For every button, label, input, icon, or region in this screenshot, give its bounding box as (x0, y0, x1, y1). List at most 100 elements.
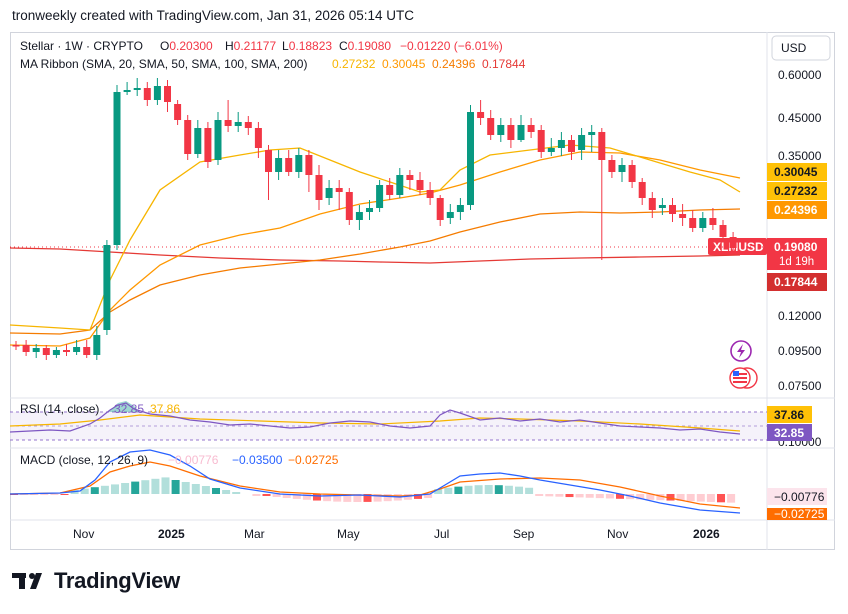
high-label: H0.21177 (225, 39, 276, 53)
candle-body (52, 350, 60, 355)
macd-hist-bar (50, 494, 59, 495)
candle-body (426, 190, 434, 198)
macd-signal-value: −0.02725 (288, 453, 339, 467)
ma200-line (9, 247, 741, 264)
macd-hist-bar (595, 494, 604, 499)
tag-ma20 (767, 182, 827, 200)
macd-hist-bar (161, 477, 170, 494)
lightning-glyph (737, 344, 745, 358)
macd-hist-bar (151, 478, 160, 494)
candle-body (103, 245, 111, 330)
candle-body (153, 86, 161, 100)
candle-body (315, 175, 323, 200)
candle-body (386, 185, 394, 195)
candle-body (63, 350, 70, 352)
macd-hist-bar (343, 494, 352, 502)
high-value: 0.21177 (234, 39, 277, 53)
change-value: −0.01220 (−6.01%) (400, 39, 503, 53)
candle-body (547, 148, 555, 152)
macd-hist-bar (302, 494, 311, 500)
tag-ma200-text: 0.17844 (774, 275, 818, 289)
candle-body (345, 192, 353, 220)
macd-hist-bar (656, 494, 665, 501)
rsi-value: 32.85 (114, 402, 144, 416)
candle-body (537, 130, 545, 152)
macd-hist-bar (555, 494, 564, 497)
macd-hist-bar (282, 494, 291, 498)
macd-hist-bar (636, 494, 645, 500)
candle-body (699, 218, 707, 228)
macd-hist-bar (90, 487, 99, 494)
macd-hist-bar (181, 482, 190, 494)
macd-hist-bar (40, 494, 49, 495)
candle-body (628, 165, 636, 182)
rsi-ma-tag (767, 406, 812, 423)
tag-last-price-text: 0.19080 (774, 240, 818, 254)
price-axis-label: 0.07500 (778, 379, 822, 393)
candle-body (658, 205, 666, 208)
candle-body (487, 118, 495, 135)
candle-body (174, 104, 182, 120)
macd-hist-bar (403, 494, 412, 500)
macd-hist-bar (565, 494, 574, 498)
macd-hist-bar (515, 486, 523, 494)
time-label: Nov (73, 527, 94, 541)
macd-hist-bar (333, 494, 342, 502)
candle-body (679, 214, 687, 218)
macd-hist-bar (585, 494, 594, 498)
rsi-ma-tag-text: 37.86 (774, 408, 804, 422)
candle-body (568, 140, 575, 152)
open-value: 0.20300 (169, 39, 213, 53)
candle-body (123, 90, 131, 92)
macd-hist-bar (424, 494, 433, 498)
macd-hist-bar (121, 483, 130, 494)
time-label: Sep (513, 527, 535, 541)
candle-body (366, 208, 373, 212)
macd-hist-bar (60, 494, 69, 495)
candle-body (517, 125, 525, 140)
macd-hist-bar (504, 485, 513, 494)
time-label: May (337, 527, 360, 541)
candle-body (143, 88, 151, 100)
macd-hist-bar (444, 487, 453, 494)
candle-body (285, 158, 293, 172)
candle-body (22, 345, 30, 352)
currency-button[interactable] (771, 35, 831, 61)
macd-hist-bar (222, 490, 231, 494)
macd-hist-bar (605, 494, 614, 499)
price-axis-label: 0.09500 (778, 344, 822, 358)
candle-body (12, 345, 20, 347)
macd-hist-bar (313, 494, 321, 501)
macd-hist-bar (676, 494, 685, 501)
macd-hist-bar (535, 494, 544, 496)
candle-body (335, 188, 343, 192)
candle-body (376, 185, 384, 208)
time-label: 2025 (158, 527, 185, 541)
candle-body (42, 348, 50, 355)
price-axis-label: 0.60000 (778, 68, 822, 82)
macd-hist-bar (232, 492, 241, 494)
candle-body (729, 237, 737, 248)
ma-value-50: 0.30045 (382, 57, 426, 71)
tag-ma50-text: 0.30045 (774, 165, 818, 179)
candle-body (648, 198, 656, 210)
ohlc-legend: O0.20300 H0.21177 L0.18823 C0.19080 −0.0… (160, 39, 503, 53)
macd-hist-bar (474, 485, 483, 494)
tradingview-logo[interactable]: TradingView (12, 568, 180, 594)
flag-stripe (733, 373, 747, 375)
candle-body (93, 335, 101, 355)
candle-body (456, 205, 464, 212)
tag-ma50 (767, 163, 827, 181)
candle-body (557, 140, 565, 148)
candle-body (133, 88, 141, 90)
candle-body (234, 122, 242, 126)
macd-hist-bar (201, 486, 210, 494)
candle-body (497, 125, 505, 135)
macd-histogram (10, 477, 736, 503)
macd-hist-bar (373, 494, 382, 502)
candle-body (396, 175, 404, 195)
flag-canton (733, 371, 739, 376)
candle-body (194, 128, 202, 154)
candle-body (83, 347, 91, 355)
